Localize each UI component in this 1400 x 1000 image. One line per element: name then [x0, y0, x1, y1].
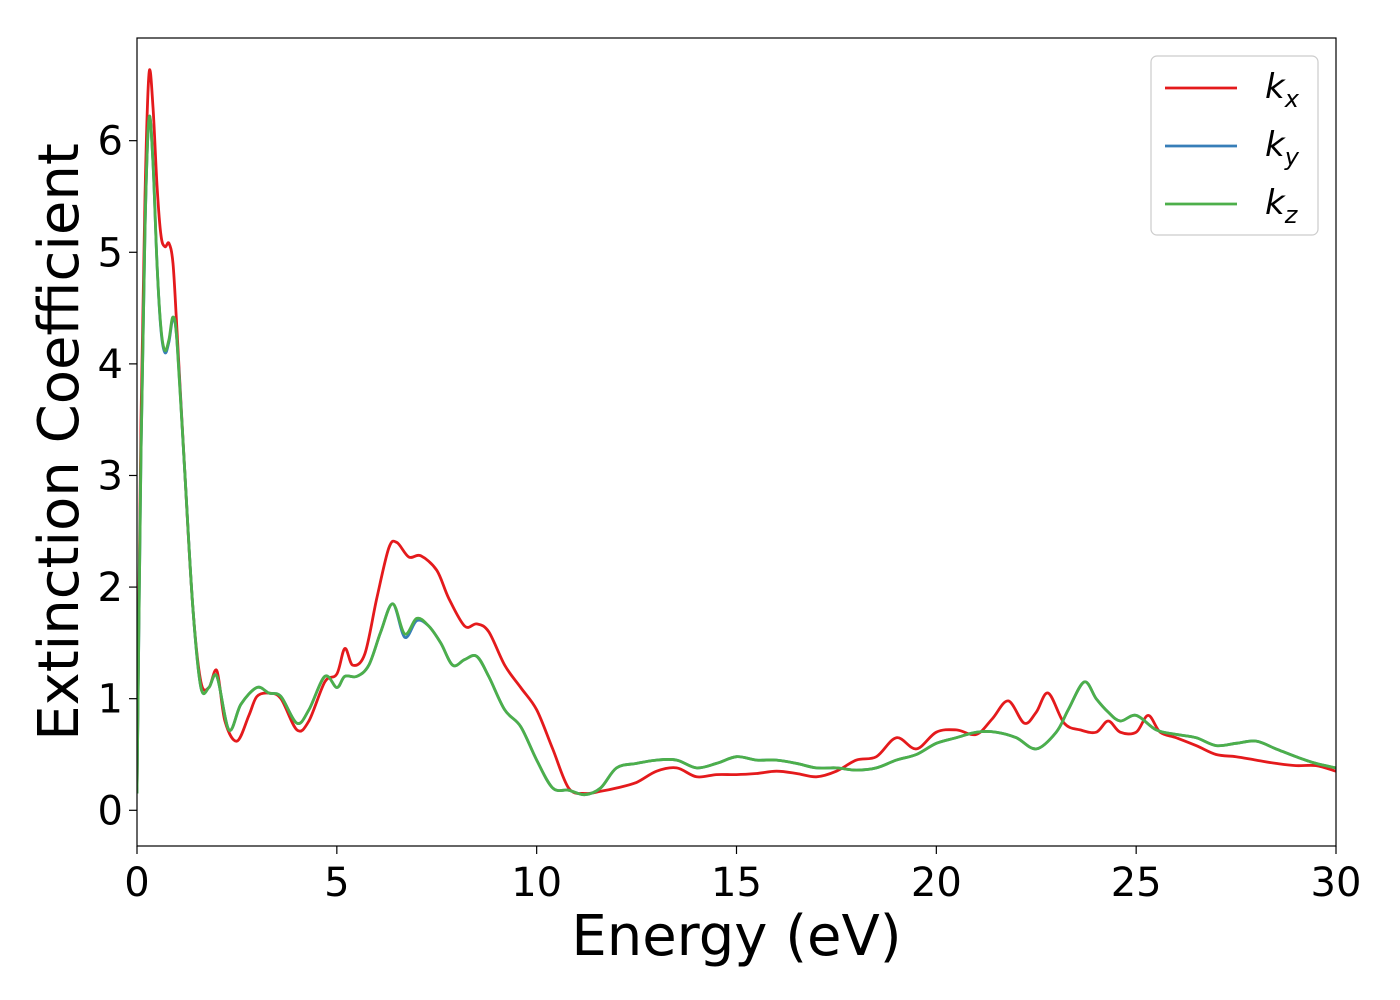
y-tick-label: 1	[98, 677, 123, 723]
x-tick-label: 20	[911, 860, 962, 906]
y-tick-label: 5	[98, 230, 123, 276]
x-tick-label: 5	[324, 860, 349, 906]
y-tick-label: 4	[98, 342, 123, 388]
y-axis-title: Extinction Coefficient	[27, 143, 92, 741]
legend-label-kz: kz	[1265, 183, 1299, 229]
x-tick-label: 25	[1111, 860, 1162, 906]
x-tick-label: 10	[511, 860, 562, 906]
y-tick-label: 0	[98, 788, 123, 834]
y-tick-label: 3	[98, 453, 123, 499]
x-tick-label: 15	[711, 860, 762, 906]
x-tick-label: 0	[124, 860, 149, 906]
series-line-kz	[137, 114, 1336, 797]
x-axis-title: Energy (eV)	[571, 904, 901, 969]
ticks-layer: 0 5 10 15 20 25 30 0 1 2 3 4 5 6	[98, 119, 1362, 906]
x-tick-label: 30	[1311, 860, 1362, 906]
y-tick-label: 6	[98, 119, 123, 165]
series-layer	[137, 68, 1336, 797]
y-tick-label: 2	[98, 565, 123, 611]
